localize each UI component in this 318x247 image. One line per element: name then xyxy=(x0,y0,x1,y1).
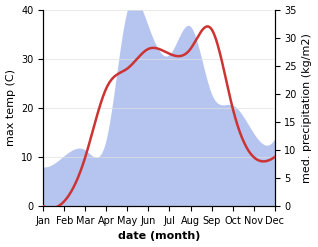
Y-axis label: med. precipitation (kg/m2): med. precipitation (kg/m2) xyxy=(302,33,313,183)
X-axis label: date (month): date (month) xyxy=(118,231,200,242)
Y-axis label: max temp (C): max temp (C) xyxy=(5,69,16,146)
